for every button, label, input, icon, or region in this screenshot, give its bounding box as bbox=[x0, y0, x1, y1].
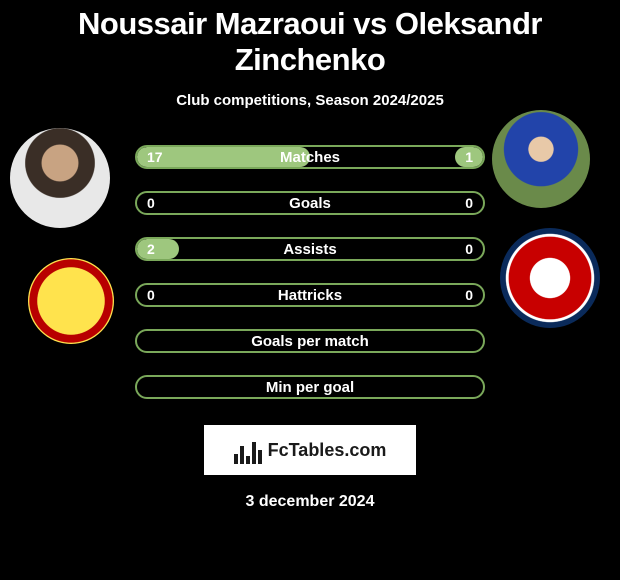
stat-value-right: 0 bbox=[465, 287, 473, 303]
stat-row: 17 Matches 1 bbox=[135, 145, 485, 169]
stat-row: Goals per match bbox=[135, 329, 485, 353]
stat-row: 0 Hattricks 0 bbox=[135, 283, 485, 307]
stat-label: Min per goal bbox=[266, 379, 354, 396]
stat-label: Matches bbox=[280, 149, 340, 166]
player-right-photo bbox=[492, 110, 590, 208]
fctables-logo-icon bbox=[234, 436, 262, 464]
footer-brand-text: FcTables.com bbox=[268, 440, 387, 461]
stat-value-left: 17 bbox=[147, 149, 163, 165]
date-text: 3 december 2024 bbox=[0, 493, 620, 511]
stat-label: Hattricks bbox=[278, 287, 342, 304]
page-title: Noussair Mazraoui vs Oleksandr Zinchenko bbox=[0, 0, 620, 78]
stat-value-left: 2 bbox=[147, 241, 155, 257]
stat-value-right: 0 bbox=[465, 241, 473, 257]
stat-row: Min per goal bbox=[135, 375, 485, 399]
stat-value-right: 1 bbox=[465, 149, 473, 165]
stat-label: Goals bbox=[289, 195, 331, 212]
stat-row: 0 Goals 0 bbox=[135, 191, 485, 215]
footer-brand-bar[interactable]: FcTables.com bbox=[204, 425, 416, 475]
stat-value-left: 0 bbox=[147, 195, 155, 211]
club-right-badge bbox=[500, 228, 600, 328]
player-left-photo bbox=[10, 128, 110, 228]
stat-label: Assists bbox=[283, 241, 336, 258]
club-left-badge bbox=[28, 258, 114, 344]
stat-value-right: 0 bbox=[465, 195, 473, 211]
stat-fill-left bbox=[137, 239, 179, 259]
stat-row: 2 Assists 0 bbox=[135, 237, 485, 261]
stat-value-left: 0 bbox=[147, 287, 155, 303]
stat-label: Goals per match bbox=[251, 333, 369, 350]
stats-table: 17 Matches 1 0 Goals 0 2 Assists 0 0 Hat… bbox=[135, 145, 485, 399]
subtitle: Club competitions, Season 2024/2025 bbox=[0, 92, 620, 109]
